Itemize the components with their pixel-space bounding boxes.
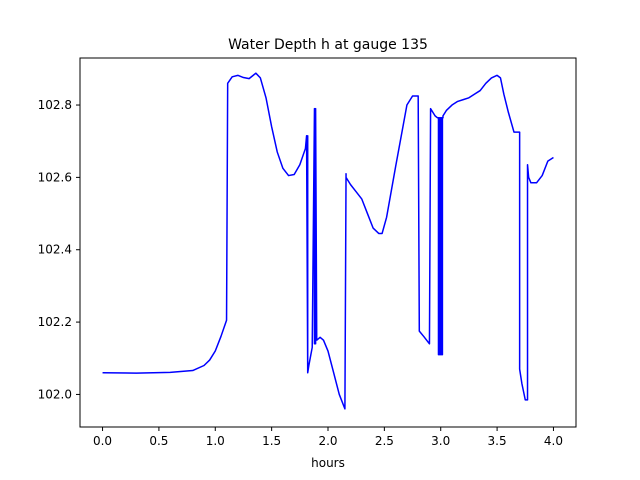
y-tick-label: 102.6 (38, 170, 72, 184)
y-tick-label: 102.0 (38, 387, 72, 401)
x-tick-label: 0.5 (149, 434, 168, 448)
x-tick-label: 1.0 (206, 434, 225, 448)
plot-area (102, 72, 554, 410)
x-tick-label: 0.0 (93, 434, 112, 448)
x-tick-label: 3.5 (488, 434, 507, 448)
x-tick-label: 2.5 (375, 434, 394, 448)
x-axis: 0.0 0.5 1.0 1.5 2.0 2.5 3.0 3.5 4.0 (93, 427, 563, 448)
y-tick-label: 102.4 (38, 243, 72, 257)
x-tick-label: 4.0 (544, 434, 563, 448)
y-tick-label: 102.8 (38, 98, 72, 112)
x-axis-label: hours (311, 456, 345, 470)
series-line-0 (102, 72, 554, 410)
x-tick-label: 3.0 (431, 434, 450, 448)
chart-title: Water Depth h at gauge 135 (228, 37, 428, 53)
x-tick-label: 1.5 (262, 434, 281, 448)
x-tick-label: 2.0 (318, 434, 337, 448)
y-axis: 102.0 102.2 102.4 102.6 102.8 (38, 98, 80, 401)
y-tick-label: 102.2 (38, 315, 72, 329)
plot-frame (79, 57, 577, 428)
